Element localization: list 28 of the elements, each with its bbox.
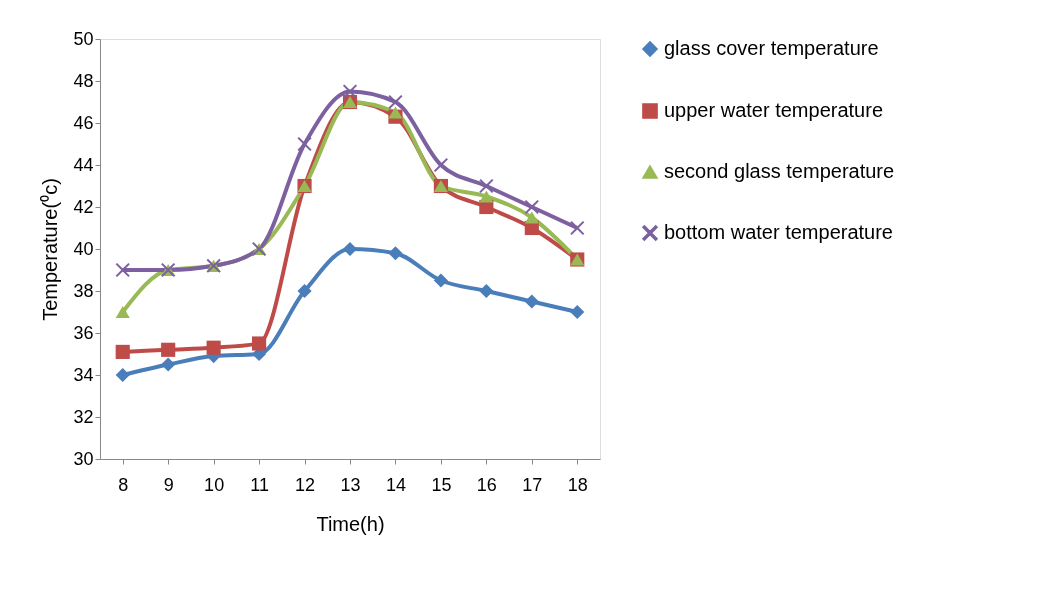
x-tick-label: 12 [295,474,316,495]
x-tick-label: 18 [567,474,588,495]
y-tick-label: 34 [73,364,94,385]
x-tick-label: 11 [250,474,269,495]
legend-label: upper water temperature [664,99,884,121]
y-tick-label: 38 [73,280,94,301]
x-tick-label: 13 [340,474,361,495]
y-tick-label: 42 [73,196,94,217]
x-tick-label: 14 [385,474,406,495]
y-tick-label: 48 [73,70,94,91]
x-tick-label: 10 [204,474,225,495]
x-tick-label: 9 [163,474,174,495]
y-tick-label: 36 [73,322,94,343]
y-tick-label: 40 [73,238,94,259]
x-tick-label: 17 [522,474,543,495]
legend-label: bottom water temperature [664,221,893,243]
y-tick-label: 30 [73,448,94,469]
x-tick-label: 15 [431,474,452,495]
y-tick-label: 32 [73,406,94,427]
x-tick-label: 16 [476,474,497,495]
y-tick-label: 46 [73,112,94,133]
y-tick-label: 50 [73,28,94,49]
legend-label: glass cover temperature [664,37,879,59]
y-axis-title: Temperature(⁰c) [39,178,62,321]
y-tick-label: 44 [73,154,94,175]
legend-label: second glass temperature [664,160,895,182]
x-tick-label: 8 [118,474,129,495]
x-axis-title: Time(h) [316,512,385,535]
